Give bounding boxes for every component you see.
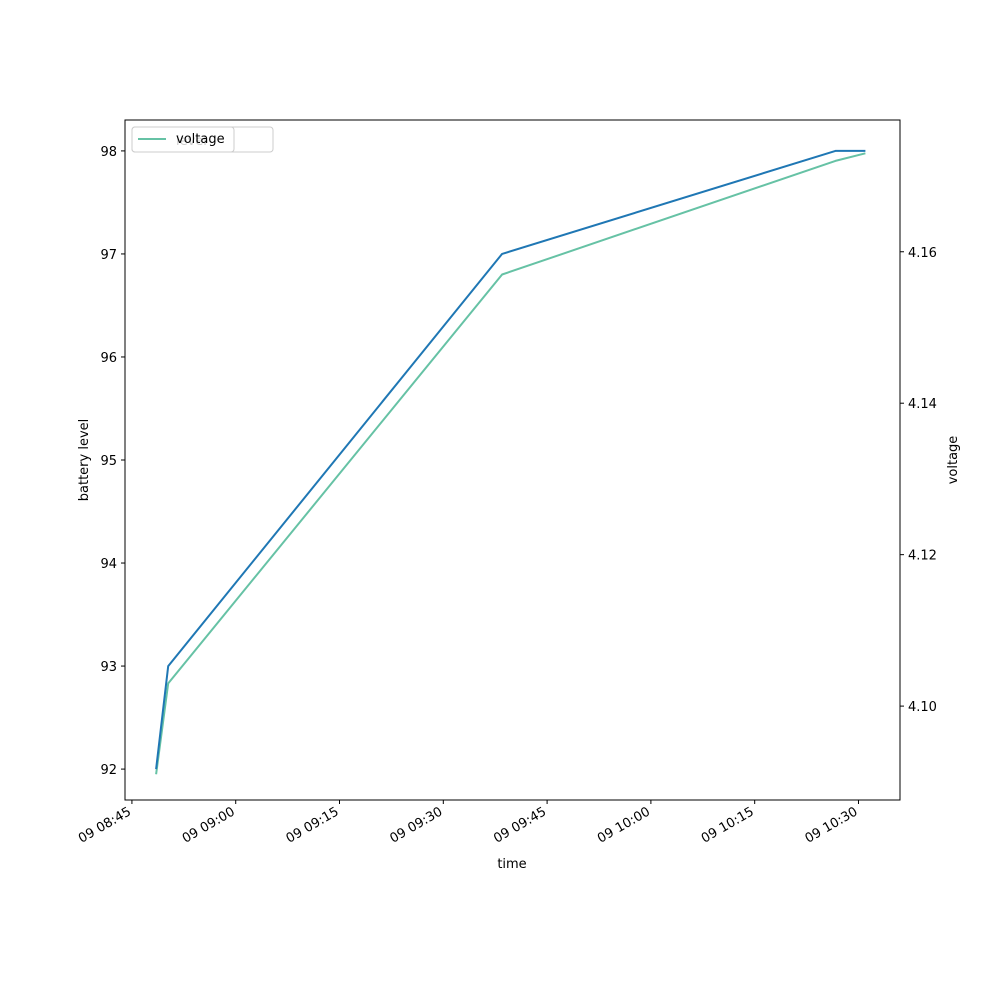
- plot-lines: [155, 149, 866, 775]
- y-left-tick-label: 95: [100, 454, 117, 469]
- y-right-tick-label: 4.10: [908, 700, 937, 715]
- x-axis-label: time: [497, 857, 526, 872]
- y-right-tick-label: 4.14: [908, 397, 937, 412]
- y-left-tick-label: 98: [100, 145, 117, 160]
- y-right-axis-ticks: 4.10 4.12 4.14 4.16: [900, 246, 937, 715]
- y-left-tick-label: 93: [100, 660, 117, 675]
- y-left-axis-label: battery level: [77, 419, 92, 502]
- y-right-tick-label: 4.12: [908, 549, 937, 564]
- legend-voltage-box: [131, 126, 235, 153]
- legend-voltage: voltage: [131, 126, 235, 153]
- y-right-tick-label: 4.16: [908, 246, 937, 261]
- series-line-level: [155, 149, 866, 770]
- y-left-tick-label: 94: [100, 557, 117, 572]
- y-left-tick-label: 92: [100, 763, 117, 778]
- series-line-voltage: [155, 152, 866, 775]
- y-right-axis-label: voltage: [946, 436, 961, 485]
- y-left-tick-label: 97: [100, 248, 117, 263]
- y-left-axis-ticks: 92 93 94 95 96 97 98: [100, 145, 125, 778]
- legend-voltage-label: voltage: [176, 132, 225, 147]
- y-left-tick-label: 96: [100, 351, 117, 366]
